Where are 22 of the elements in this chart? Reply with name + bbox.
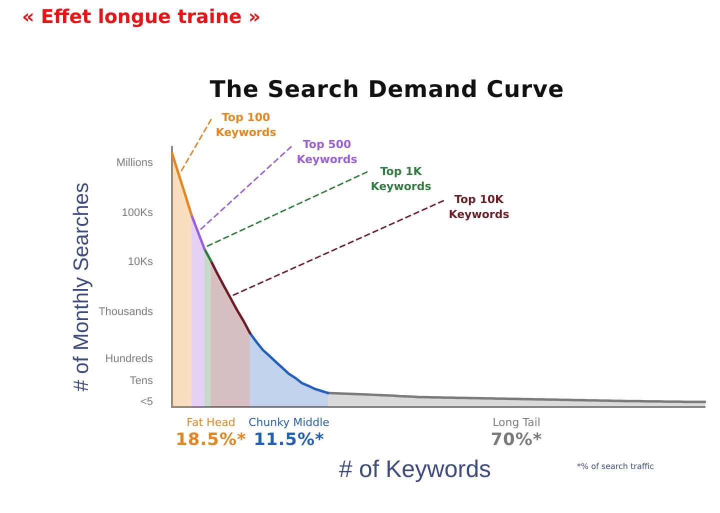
text: Tens (130, 375, 153, 387)
text: Top 10K Keywords (448, 192, 510, 222)
text: Top 100 Keywords (214, 110, 278, 140)
text: Fat Head (186, 416, 236, 429)
text: 18.5%* (176, 430, 246, 450)
text: Top 1K Keywords (370, 164, 432, 194)
x-axis-title: # of Keywords (338, 456, 492, 484)
text: Millions (116, 157, 153, 169)
chart-title: « Effet longue traine » (22, 6, 261, 28)
text: Thousands (98, 306, 153, 318)
text: *% of search traffic (577, 462, 654, 471)
text: Top 500 Keywords (296, 137, 358, 167)
y-axis-title: # of Monthly Searches (70, 182, 94, 392)
text: 11.5%* (254, 430, 324, 450)
chart-subtitle: The Search Demand Curve (210, 77, 564, 103)
text: <5 (140, 396, 153, 408)
text: 100Ks (122, 207, 153, 219)
text: 70%* (490, 430, 542, 450)
text: 10Ks (128, 256, 153, 268)
text: Hundreds (105, 353, 153, 365)
series-label: Long Tail (492, 416, 540, 429)
series-label: Chunky Middle (248, 416, 330, 429)
